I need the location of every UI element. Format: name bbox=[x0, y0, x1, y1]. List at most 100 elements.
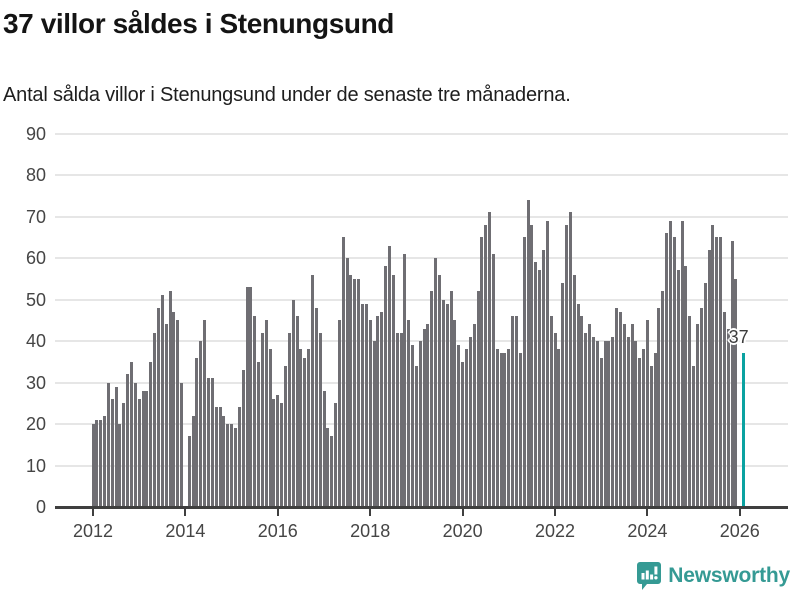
bar bbox=[468, 336, 472, 507]
bar bbox=[522, 237, 526, 507]
x-axis-label: 2018 bbox=[350, 521, 391, 541]
bar bbox=[176, 320, 180, 507]
bar bbox=[592, 336, 595, 507]
bar bbox=[95, 419, 99, 507]
bar bbox=[160, 295, 164, 507]
bar bbox=[503, 353, 507, 507]
bar bbox=[126, 374, 130, 507]
bar bbox=[149, 361, 153, 507]
bar bbox=[453, 320, 457, 507]
bar bbox=[488, 212, 492, 507]
bar bbox=[137, 399, 141, 507]
bar bbox=[218, 407, 222, 507]
bar bbox=[337, 320, 341, 507]
x-axis-label: 2016 bbox=[257, 521, 298, 541]
bar bbox=[499, 353, 503, 507]
axis-tick bbox=[738, 509, 741, 516]
y-axis-label: 80 bbox=[25, 165, 46, 185]
bar bbox=[638, 357, 642, 507]
bar bbox=[411, 345, 415, 507]
footer-branding: Newsworthy bbox=[637, 560, 790, 592]
bar bbox=[657, 307, 661, 507]
bar bbox=[734, 278, 738, 507]
bar bbox=[307, 349, 311, 507]
x-axis-label: 2014 bbox=[165, 521, 206, 541]
bar bbox=[156, 307, 160, 507]
bar bbox=[692, 365, 696, 507]
bar bbox=[353, 278, 357, 507]
bar bbox=[322, 390, 326, 507]
bar bbox=[334, 403, 338, 507]
bar bbox=[518, 353, 522, 507]
bar bbox=[407, 320, 411, 507]
bar bbox=[99, 419, 103, 507]
bar bbox=[118, 424, 122, 507]
bar bbox=[276, 394, 280, 507]
bar bbox=[241, 370, 245, 507]
y-axis-label: 60 bbox=[25, 248, 46, 268]
bar bbox=[457, 345, 461, 507]
bar bbox=[491, 253, 495, 507]
bar bbox=[114, 386, 118, 507]
newsworthy-brand-text: Newsworthy bbox=[668, 564, 790, 587]
bar bbox=[507, 349, 511, 507]
bar bbox=[672, 237, 676, 507]
bar bbox=[680, 220, 684, 507]
bar bbox=[422, 328, 426, 507]
bar bbox=[484, 224, 488, 507]
bar bbox=[615, 307, 619, 507]
bar bbox=[722, 311, 726, 507]
gridline bbox=[55, 298, 788, 301]
bar bbox=[545, 220, 549, 507]
bar bbox=[588, 324, 592, 507]
bar bbox=[441, 299, 445, 507]
page-subtitle: Antal sålda villor i Stenungsund under d… bbox=[3, 84, 571, 106]
gridline bbox=[55, 132, 788, 135]
bar bbox=[233, 428, 237, 507]
bar bbox=[372, 341, 376, 507]
bar bbox=[584, 332, 588, 507]
bar bbox=[91, 424, 95, 507]
bar bbox=[357, 278, 361, 507]
bar bbox=[553, 332, 557, 507]
bar bbox=[314, 307, 318, 507]
bar bbox=[703, 282, 707, 507]
bar bbox=[534, 262, 538, 507]
bar bbox=[280, 403, 284, 507]
bar bbox=[580, 316, 584, 507]
bar bbox=[649, 365, 653, 507]
bar bbox=[103, 415, 107, 507]
axis-tick bbox=[184, 509, 187, 516]
bar bbox=[268, 349, 272, 507]
gridline bbox=[55, 215, 788, 218]
bar bbox=[426, 324, 430, 507]
bar bbox=[257, 361, 261, 507]
bar bbox=[207, 378, 210, 507]
y-axis-label: 10 bbox=[25, 455, 46, 476]
bar bbox=[180, 382, 184, 507]
x-axis-label: 2026 bbox=[719, 521, 760, 541]
bar bbox=[684, 266, 688, 507]
bar bbox=[361, 303, 364, 507]
bar bbox=[364, 303, 368, 507]
bar bbox=[515, 316, 518, 507]
x-axis-label: 2012 bbox=[72, 521, 114, 541]
axis-tick bbox=[646, 509, 649, 516]
bar bbox=[191, 415, 195, 507]
bar bbox=[611, 336, 615, 507]
axis-tick bbox=[461, 509, 464, 516]
bar bbox=[260, 332, 264, 507]
x-axis-label: 2024 bbox=[627, 521, 668, 541]
bar bbox=[438, 274, 441, 507]
bar bbox=[130, 361, 133, 507]
bar bbox=[711, 224, 715, 507]
bar bbox=[264, 320, 268, 507]
y-axis-label: 30 bbox=[25, 372, 46, 393]
bar bbox=[568, 212, 572, 507]
bar bbox=[153, 332, 157, 507]
bar bbox=[230, 424, 234, 507]
bar bbox=[222, 415, 226, 507]
bar bbox=[715, 237, 719, 507]
bar bbox=[730, 241, 734, 507]
y-axis-label: 40 bbox=[25, 331, 46, 351]
